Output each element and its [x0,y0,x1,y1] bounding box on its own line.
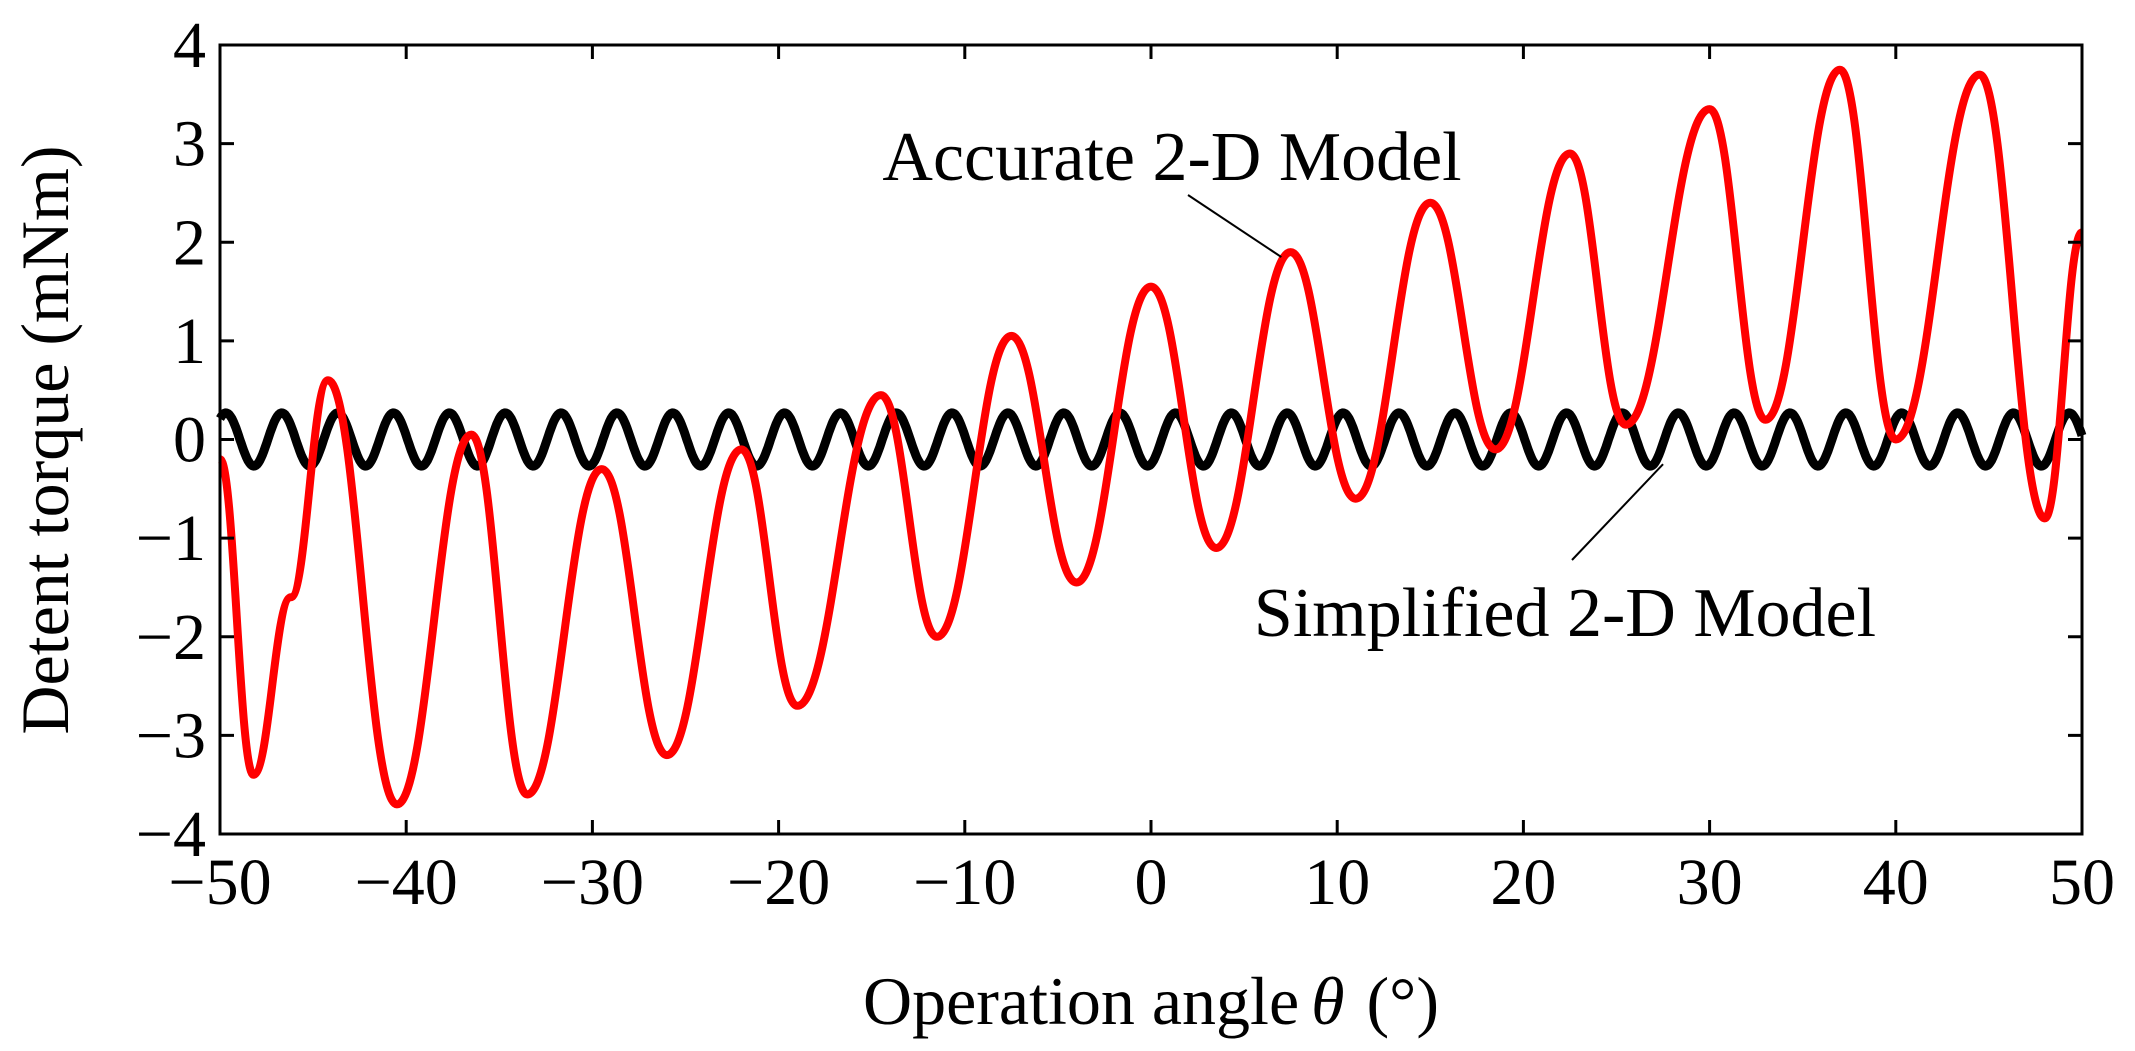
x-tick-label: −40 [355,846,458,919]
ticks-layer [218,43,2084,836]
y-tick-label: 2 [173,206,206,279]
x-axis-title: Operation angle θ (°) [863,963,1439,1039]
x-tick-label: 40 [1863,846,1929,919]
y-tick-label: 4 [173,9,206,82]
y-tick-label: 3 [173,108,206,181]
annotation-simplified-2d-model: Simplified 2-D Model [1254,575,1876,652]
x-axis-title-prefix: Operation angle [863,963,1299,1039]
y-tick-label: 1 [173,305,206,378]
annotation-layer: Accurate 2-D Model Simplified 2-D Model [882,119,1876,652]
y-tick-label: 0 [173,404,206,477]
annotation-leader-accurate [1187,194,1282,258]
series-layer [216,65,2087,809]
x-tick-label: 10 [1304,846,1370,919]
x-tick-label: 30 [1677,846,1743,919]
x-tick-label: −20 [727,846,830,919]
y-tick-label: −2 [136,601,206,674]
x-tick-label: 20 [1490,846,1556,919]
y-tick-label: −4 [136,798,206,871]
x-tick-label: −30 [541,846,644,919]
x-axis-theta-symbol: θ [1311,963,1344,1039]
x-tick-label: 0 [1135,846,1168,919]
y-tick-label: −1 [136,502,206,575]
series-accurate-2d-model [216,65,2086,809]
annotation-accurate-2d-model: Accurate 2-D Model [882,119,1461,196]
y-axis-title: Detent torque (mNm) [7,145,83,734]
x-tick-label: 50 [2049,846,2115,919]
y-tick-label: −3 [136,699,206,772]
x-tick-label: −10 [913,846,1016,919]
x-tick-label: −50 [168,846,271,919]
series-simplified-2d-model [216,408,2087,471]
annotation-leader-simplified [1571,463,1664,561]
x-axis-unit: (°) [1367,963,1439,1039]
